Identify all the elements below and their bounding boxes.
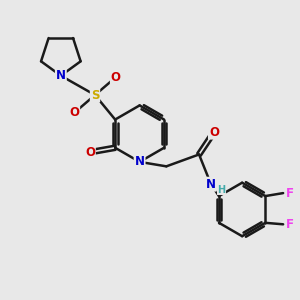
Text: F: F: [286, 218, 294, 231]
Text: S: S: [91, 88, 99, 101]
Text: O: O: [209, 126, 219, 139]
Text: O: O: [111, 71, 121, 84]
Text: O: O: [69, 106, 79, 119]
Text: N: N: [56, 69, 66, 82]
Text: N: N: [206, 178, 216, 191]
Text: H: H: [218, 184, 226, 194]
Text: F: F: [286, 187, 294, 200]
Text: O: O: [85, 146, 95, 159]
Text: N: N: [135, 155, 145, 168]
